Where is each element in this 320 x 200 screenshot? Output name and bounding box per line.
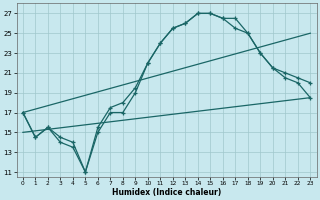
X-axis label: Humidex (Indice chaleur): Humidex (Indice chaleur)	[112, 188, 221, 197]
